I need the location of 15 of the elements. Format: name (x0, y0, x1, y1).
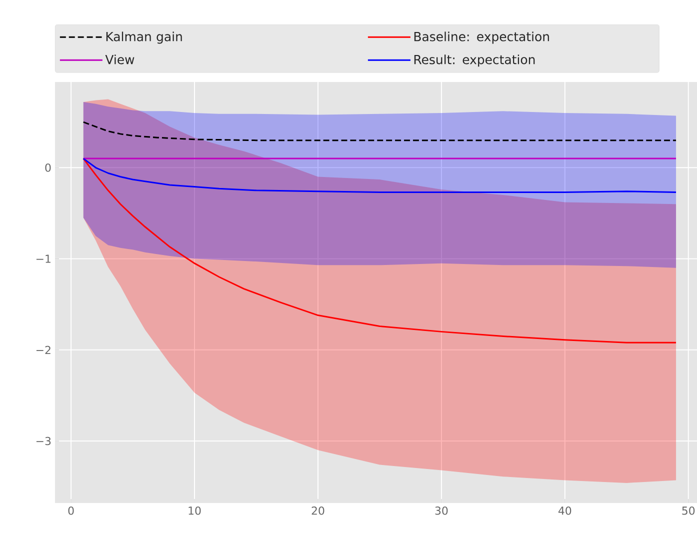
x-tick-label: 10 (188, 506, 201, 515)
legend-label: Baseline: expectation (414, 32, 549, 44)
legend-label: View (105, 54, 134, 64)
x-tick-label: 30 (435, 506, 448, 515)
y-tick-label: −3 (36, 436, 51, 446)
x-tick-label: 50 (682, 506, 695, 515)
y-tick-label: −2 (36, 346, 50, 354)
line-series (82, 158, 677, 344)
y-tick-label: 0 (45, 164, 51, 172)
x-tick-label: 0 (68, 506, 74, 515)
legend-label: Kalman gain (106, 32, 182, 44)
x-tick-label: 20 (312, 506, 324, 515)
x-tick-label: 40 (558, 506, 572, 515)
legend-label: Result: expectation (414, 54, 535, 67)
y-tick-label: −1 (36, 254, 50, 263)
